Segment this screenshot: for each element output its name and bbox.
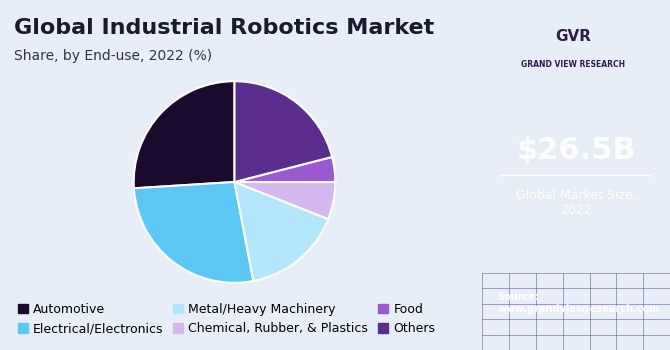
Wedge shape <box>234 157 335 182</box>
Wedge shape <box>234 81 332 182</box>
Text: Source:
www.grandviewresearch.com: Source: www.grandviewresearch.com <box>497 292 659 314</box>
Text: GVR: GVR <box>555 29 591 43</box>
Text: Share, by End-use, 2022 (%): Share, by End-use, 2022 (%) <box>15 49 212 63</box>
Text: Global Industrial Robotics Market: Global Industrial Robotics Market <box>15 18 435 37</box>
Wedge shape <box>234 182 335 219</box>
Legend: Automotive, Electrical/Electronics, Metal/Heavy Machinery, Chemical, Rubber, & P: Automotive, Electrical/Electronics, Meta… <box>13 298 440 340</box>
Text: GRAND VIEW RESEARCH: GRAND VIEW RESEARCH <box>521 60 625 69</box>
Wedge shape <box>134 182 253 283</box>
Wedge shape <box>134 81 234 188</box>
Wedge shape <box>234 182 328 281</box>
Text: $26.5B: $26.5B <box>517 136 636 165</box>
Text: Global Market Size,
2022: Global Market Size, 2022 <box>516 189 636 217</box>
